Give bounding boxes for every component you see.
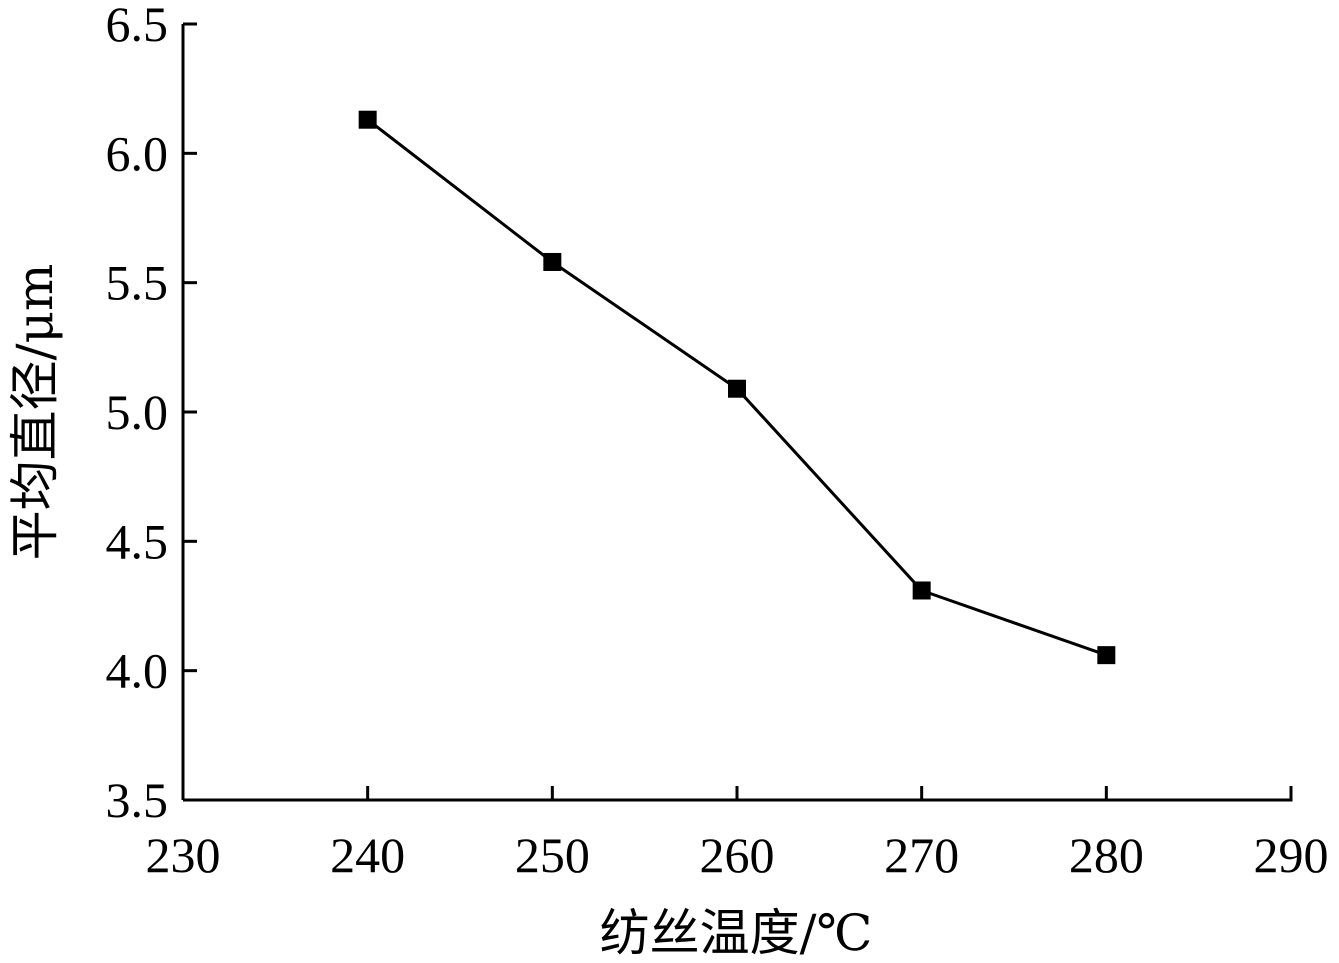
y-axis-ticks: 3.5 4.0 4.5 5.0 5.5 6.0 6.5: [106, 0, 197, 828]
y-axis-title: 平均直径/μm: [6, 264, 64, 561]
y-tick-label: 5.0: [106, 384, 169, 440]
x-axis-ticks: 230 240 250 260 270 280 290: [146, 786, 1329, 883]
x-tick-label: 240: [330, 827, 405, 883]
axes: [181, 24, 1293, 802]
y-tick-label: 3.5: [106, 772, 169, 828]
y-tick-label: 4.0: [106, 643, 169, 699]
y-tick-label: 6.5: [106, 0, 169, 52]
x-axis-title: 纺丝温度/℃: [600, 904, 873, 962]
data-series: [358, 110, 1116, 665]
x-tick-label: 260: [700, 827, 775, 883]
data-point-marker: [358, 110, 377, 129]
y-tick-label: 6.0: [106, 125, 169, 181]
x-tick-label: 290: [1254, 827, 1329, 883]
x-tick-label: 280: [1069, 827, 1144, 883]
data-point-marker: [912, 581, 931, 600]
y-tick-label: 4.5: [106, 513, 169, 569]
y-tick-label: 5.5: [106, 255, 169, 311]
x-tick-label: 230: [146, 827, 221, 883]
x-tick-label: 250: [515, 827, 590, 883]
data-point-marker: [728, 379, 746, 398]
data-point-marker: [543, 252, 562, 271]
data-point-marker: [1097, 646, 1116, 665]
x-tick-label: 270: [884, 827, 959, 883]
